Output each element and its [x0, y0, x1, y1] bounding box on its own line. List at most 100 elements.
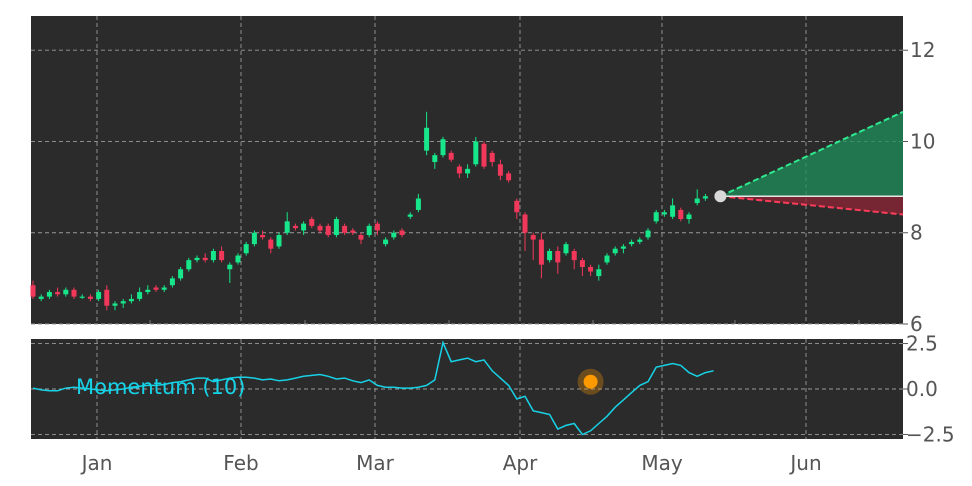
x-tick-label: Feb	[223, 451, 258, 475]
candle-body	[333, 219, 339, 236]
candle-body	[588, 266, 594, 272]
y-tick-label: 0.0	[906, 377, 938, 401]
tick-labels: Jan Feb Mar Apr May Jun 6 8 10 12 2.5 0.0 −2.5	[80, 38, 955, 475]
candle-body	[251, 232, 257, 245]
candle-body	[620, 246, 626, 249]
candle-body	[260, 235, 266, 238]
candle-body	[415, 198, 421, 210]
y-tick-label: 6	[910, 312, 923, 336]
candle-body	[506, 173, 512, 181]
y-tick-label: 10	[910, 129, 935, 153]
candle-body	[342, 225, 348, 233]
candlestick-series	[30, 111, 727, 311]
candle-body	[604, 255, 610, 263]
candle-body	[440, 139, 446, 156]
candle-body	[104, 289, 110, 306]
candle-body	[399, 230, 405, 236]
candle-body	[563, 244, 569, 254]
candle-body	[243, 244, 249, 254]
x-tick-label: Jun	[788, 451, 821, 475]
candle-body	[153, 287, 159, 290]
candle-body	[169, 278, 175, 286]
candle-body	[374, 223, 380, 231]
candle-body	[194, 257, 200, 261]
y-tick-label: 12	[910, 38, 935, 62]
grid-lines	[31, 16, 908, 439]
candle-body	[432, 155, 438, 163]
candle-body	[112, 303, 118, 306]
x-tick-label: Jan	[80, 451, 113, 475]
candle-body	[391, 232, 397, 238]
momentum-label: Momentum (10)	[76, 375, 245, 399]
candle-body	[268, 239, 274, 249]
candle-body	[555, 250, 561, 263]
candle-body	[366, 225, 372, 236]
forecast-cone	[719, 110, 904, 216]
candle-body	[178, 269, 184, 279]
candle-body	[55, 292, 61, 295]
candle-body	[448, 152, 454, 160]
candle-body	[145, 289, 151, 293]
candle-body	[522, 214, 528, 233]
candle-body	[489, 152, 495, 163]
x-tick-label: Mar	[356, 451, 395, 475]
candle-body	[38, 296, 44, 299]
candle-body	[71, 289, 77, 297]
momentum-series	[32, 340, 714, 436]
candle-body	[612, 248, 618, 254]
candle-body	[629, 241, 635, 245]
y-tick-label: −2.5	[906, 422, 955, 446]
candle-body	[530, 235, 536, 240]
candle-body	[309, 219, 315, 226]
candle-body	[96, 292, 102, 299]
candle-body	[46, 292, 52, 297]
candle-body	[678, 209, 684, 220]
candle-body	[350, 230, 356, 233]
candle-body	[456, 166, 462, 174]
candle-body	[686, 214, 692, 220]
candle-body	[227, 264, 233, 270]
candle-body	[120, 301, 126, 304]
candle-body	[645, 230, 651, 238]
candle-body	[317, 225, 323, 231]
candle-body	[670, 205, 676, 217]
last-close-marker	[714, 190, 727, 203]
candle-body	[637, 239, 643, 242]
candle-body	[571, 250, 577, 261]
candle-body	[424, 127, 430, 151]
candle-body	[137, 292, 143, 299]
candle-body	[579, 260, 585, 267]
candle-body	[235, 255, 241, 263]
candle-body	[30, 285, 36, 297]
momentum-marker	[583, 374, 598, 389]
candle-body	[538, 239, 544, 265]
candle-body	[481, 143, 487, 167]
candle-body	[473, 141, 479, 165]
y-tick-label: 8	[910, 221, 923, 245]
candle-body	[653, 212, 659, 222]
forecast-upper-line	[719, 110, 904, 198]
candle-body	[301, 223, 307, 231]
candle-body	[497, 164, 503, 176]
candle-body	[276, 235, 282, 247]
candle-body	[465, 168, 471, 174]
candle-body	[694, 198, 700, 204]
y-tick-label: 2.5	[906, 332, 938, 356]
forecast-lower-line	[720, 195, 904, 216]
candle-body	[219, 250, 225, 261]
candle-body	[325, 225, 331, 236]
candle-body	[186, 260, 192, 270]
candle-body	[210, 250, 216, 261]
x-tick-label: Apr	[503, 451, 538, 475]
candle-body	[547, 250, 553, 261]
candle-body	[292, 225, 298, 229]
candle-body	[596, 269, 602, 277]
candle-body	[407, 214, 413, 217]
candle-body	[383, 239, 389, 245]
candle-body	[79, 296, 85, 298]
candle-body	[514, 200, 520, 213]
candle-body	[661, 212, 667, 215]
momentum-line	[32, 340, 714, 436]
candle-body	[202, 257, 208, 261]
